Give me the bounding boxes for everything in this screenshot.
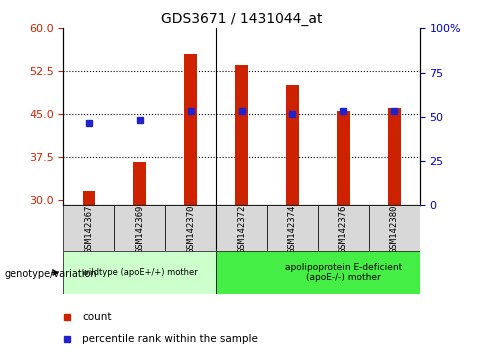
Bar: [286, 85, 299, 205]
Text: apolipoprotein E-deficient
(apoE-/-) mother: apolipoprotein E-deficient (apoE-/-) mot…: [285, 263, 402, 282]
Text: GSM142380: GSM142380: [390, 204, 399, 252]
Bar: [337, 111, 350, 205]
Bar: [63, 205, 114, 251]
Bar: [216, 251, 420, 294]
Bar: [388, 108, 401, 205]
Bar: [184, 54, 197, 205]
Bar: [267, 205, 318, 251]
Bar: [165, 205, 216, 251]
Text: count: count: [82, 312, 111, 322]
Bar: [82, 191, 95, 205]
Bar: [318, 205, 369, 251]
Bar: [369, 205, 420, 251]
Text: percentile rank within the sample: percentile rank within the sample: [82, 334, 258, 344]
Title: GDS3671 / 1431044_at: GDS3671 / 1431044_at: [161, 12, 322, 26]
Text: GSM142367: GSM142367: [84, 204, 93, 252]
Bar: [133, 162, 146, 205]
Bar: [216, 205, 267, 251]
Text: GSM142374: GSM142374: [288, 204, 297, 252]
Text: GSM142372: GSM142372: [237, 204, 246, 252]
Bar: [114, 205, 165, 251]
Text: GSM142370: GSM142370: [186, 204, 195, 252]
Text: wildtype (apoE+/+) mother: wildtype (apoE+/+) mother: [82, 268, 198, 277]
Text: genotype/variation: genotype/variation: [5, 269, 98, 279]
Bar: [235, 65, 248, 205]
Text: GSM142376: GSM142376: [339, 204, 348, 252]
Text: GSM142369: GSM142369: [135, 204, 144, 252]
Bar: [63, 251, 216, 294]
